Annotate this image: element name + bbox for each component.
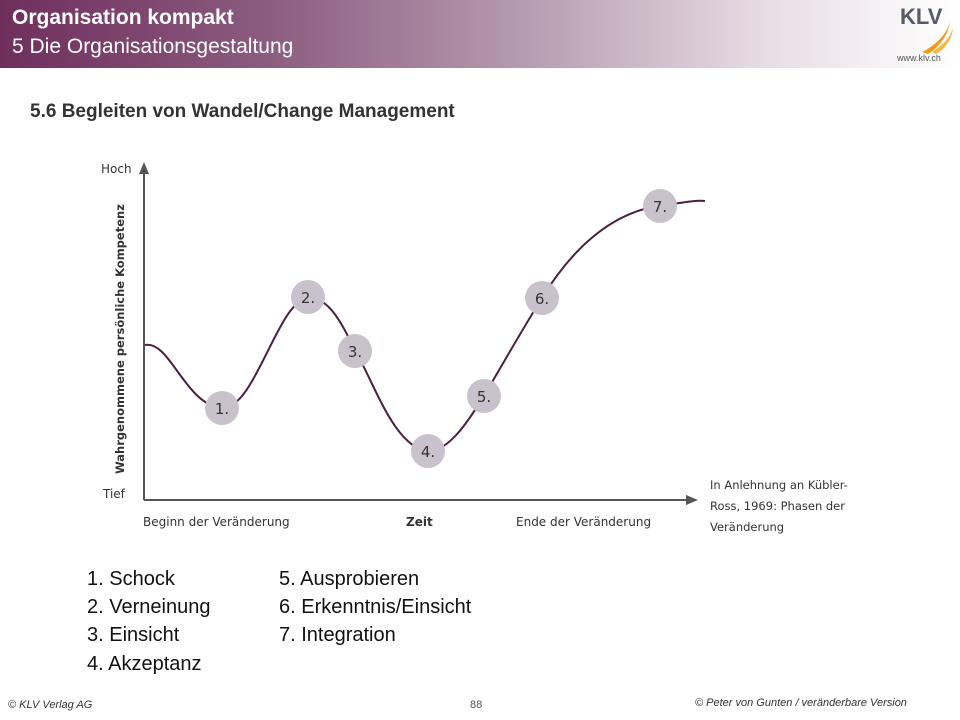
legend-item-6: 6. Erkenntnis/Einsicht — [279, 596, 472, 618]
klv-logo: KLV — [900, 4, 953, 54]
phase-marker-2: 2. — [291, 280, 325, 314]
phase-marker-3: 3. — [338, 334, 372, 368]
svg-text:3.: 3. — [348, 343, 362, 361]
svg-text:1.: 1. — [215, 400, 229, 418]
legend-item-5: 5. Ausprobieren — [279, 568, 420, 590]
y-axis-arrow — [139, 162, 149, 174]
footer-version: © Peter von Gunten / veränderbare Versio… — [695, 697, 907, 709]
y-bottom-label: Tief — [102, 487, 126, 501]
y-axis-label: Wahrgenommene persönliche Kompetenz — [113, 204, 127, 474]
x-axis-arrow — [686, 495, 698, 505]
source-note-line-1: In Anlehnung an Kübler- — [710, 478, 848, 492]
change-curve-diagram: Hoch Tief Wahrgenommene persönliche Komp… — [101, 162, 848, 534]
svg-text:4.: 4. — [421, 443, 435, 461]
x-end-label: Ende der Veränderung — [516, 515, 651, 529]
phase-marker-5: 5. — [467, 379, 501, 413]
phase-marker-4: 4. — [411, 434, 445, 468]
source-note-line-3: Veränderung — [710, 520, 784, 534]
legend-item-3: 3. Einsicht — [87, 624, 180, 646]
y-top-label: Hoch — [101, 162, 132, 176]
logo-url: www.klv.ch — [897, 53, 941, 63]
page-number: 88 — [470, 699, 483, 711]
header-subtitle: 5 Die Organisationsgestaltung — [12, 35, 294, 58]
source-note-line-2: Ross, 1969: Phasen der — [710, 499, 845, 513]
legend-item-2: 2. Verneinung — [87, 596, 211, 618]
phase-marker-6: 6. — [525, 281, 559, 315]
svg-text:7.: 7. — [653, 198, 667, 216]
legend-item-7: 7. Integration — [279, 624, 396, 646]
phase-marker-7: 7. — [643, 189, 677, 223]
legend-item-4: 4. Akzeptanz — [87, 653, 202, 675]
svg-text:5.: 5. — [477, 388, 491, 406]
phase-marker-1: 1. — [205, 391, 239, 425]
header-banner: Organisation kompakt 5 Die Organisations… — [0, 0, 960, 68]
legend-item-1: 1. Schock — [87, 568, 175, 590]
x-start-label: Beginn der Veränderung — [143, 515, 290, 529]
footer-copyright: © KLV Verlag AG — [8, 699, 93, 711]
logo-text: KLV — [900, 4, 943, 29]
header-title: Organisation kompakt — [12, 6, 234, 29]
svg-text:6.: 6. — [535, 290, 549, 308]
section-title: 5.6 Begleiten von Wandel/Change Manageme… — [30, 101, 455, 122]
x-center-label: Zeit — [406, 515, 433, 529]
svg-text:2.: 2. — [301, 289, 315, 307]
